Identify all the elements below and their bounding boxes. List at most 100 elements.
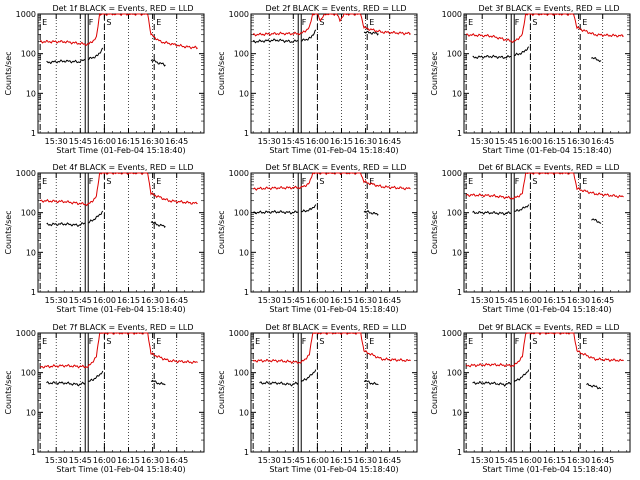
y-tick-label: 100 — [234, 50, 249, 59]
y-axis-label: Counts/sec — [4, 370, 13, 414]
x-tick-label: 16:30 — [567, 456, 590, 465]
x-axis-label: Start Time (01-Feb-04 15:18:40) — [482, 465, 611, 474]
x-tick-label: 15:45 — [495, 296, 518, 305]
marker-e-label: E — [156, 18, 161, 27]
x-tick-label: 16:00 — [519, 296, 542, 305]
y-tick-label: 10 — [239, 248, 249, 257]
events-series-segment — [252, 38, 299, 44]
x-tick-label: 16:30 — [141, 456, 164, 465]
events-series-segment — [586, 382, 602, 390]
x-tick-label: 16:30 — [567, 137, 590, 146]
y-tick-label: 1000 — [442, 329, 462, 338]
panel-det-2: Det 2f BLACK = Events, RED = LLD Counts/s… — [217, 4, 418, 155]
x-axis-label: Start Time (01-Feb-04 15:18:40) — [269, 305, 398, 314]
y-tick-label: 1000 — [16, 169, 36, 178]
panel-title: Det 4f BLACK = Events, RED = LLD — [52, 163, 193, 172]
x-tick-label: 16:15 — [117, 456, 140, 465]
y-tick-label: 1 — [31, 129, 36, 138]
y-tick-label: 1000 — [442, 169, 462, 178]
lld-series-segment — [465, 13, 624, 44]
x-axis-label: Start Time (01-Feb-04 15:18:40) — [56, 146, 185, 155]
x-tick-label: 15:30 — [258, 137, 281, 146]
events-series-segment — [150, 379, 166, 386]
x-tick-label: 16:45 — [165, 456, 188, 465]
lld-series-segment — [39, 172, 198, 207]
y-tick-label: 1 — [457, 448, 462, 457]
marker-e-label: E — [369, 177, 374, 186]
x-tick-label: 16:30 — [354, 137, 377, 146]
marker-s-label: S — [106, 18, 111, 27]
lld-series-segment — [252, 332, 411, 364]
x-tick-label: 16:15 — [330, 137, 353, 146]
lld-series-segment — [253, 172, 411, 191]
x-tick-label: 15:30 — [471, 456, 494, 465]
x-axis-label: Start Time (01-Feb-04 15:18:40) — [269, 465, 398, 474]
y-tick-label: 10 — [452, 248, 462, 257]
x-tick-label: 16:00 — [93, 296, 116, 305]
y-tick-label: 100 — [21, 50, 36, 59]
y-tick-label: 1 — [244, 448, 249, 457]
panel-det-1: Det 1f BLACK = Events, RED = LLD Counts/s… — [4, 4, 205, 155]
panel-title: Det 1f BLACK = Events, RED = LLD — [52, 4, 193, 13]
marker-e-label: E — [255, 337, 260, 346]
panel-title: Det 6f BLACK = Events, RED = LLD — [478, 163, 619, 172]
x-tick-label: 16:00 — [519, 456, 542, 465]
panel-title: Det 8f BLACK = Events, RED = LLD — [265, 323, 406, 332]
marker-e-label: E — [42, 337, 47, 346]
y-tick-label: 10 — [26, 248, 36, 257]
marker-f-label: F — [302, 18, 307, 27]
marker-e-label: E — [582, 337, 587, 346]
x-tick-label: 16:15 — [543, 296, 566, 305]
events-series-segment — [472, 54, 512, 60]
y-tick-label: 1000 — [229, 169, 249, 178]
marker-e-label: E — [582, 18, 587, 27]
x-axis-label: Start Time (01-Feb-04 15:18:40) — [482, 305, 611, 314]
y-tick-label: 1 — [31, 448, 36, 457]
marker-s-label: S — [319, 18, 324, 27]
x-tick-label: 16:30 — [567, 296, 590, 305]
marker-s-label: S — [319, 337, 324, 346]
x-tick-label: 16:15 — [543, 456, 566, 465]
panel-title: Det 3f BLACK = Events, RED = LLD — [478, 4, 619, 13]
events-series-segment — [46, 222, 86, 228]
x-tick-label: 16:30 — [141, 137, 164, 146]
x-tick-label: 16:00 — [306, 296, 329, 305]
y-tick-label: 1 — [31, 288, 36, 297]
marker-f-label: F — [515, 18, 520, 27]
x-tick-label: 15:45 — [69, 456, 92, 465]
x-tick-label: 16:45 — [591, 296, 614, 305]
events-series-segment — [363, 379, 379, 386]
events-series-segment — [87, 47, 104, 61]
plot-frame — [463, 13, 631, 134]
y-tick-label: 10 — [452, 89, 462, 98]
y-tick-label: 1000 — [16, 329, 36, 338]
y-axis-label: Counts/sec — [217, 370, 226, 414]
marker-s-label: S — [106, 177, 111, 186]
x-tick-label: 15:30 — [45, 296, 68, 305]
x-tick-label: 16:00 — [519, 137, 542, 146]
y-tick-label: 1000 — [229, 10, 249, 19]
events-series-segment — [472, 210, 512, 216]
y-axis-label: Counts/sec — [430, 370, 439, 414]
events-series-segment — [363, 209, 379, 216]
marker-f-label: F — [515, 177, 520, 186]
plot-frame — [463, 332, 631, 453]
events-series-segment — [88, 370, 104, 382]
y-tick-label: 10 — [239, 408, 249, 417]
x-tick-label: 15:30 — [45, 456, 68, 465]
y-tick-label: 1 — [244, 288, 249, 297]
y-tick-label: 100 — [234, 209, 249, 218]
plot-frame — [37, 332, 205, 453]
events-series-segment — [150, 221, 166, 229]
events-series-segment — [88, 210, 104, 224]
x-axis-label: Start Time (01-Feb-04 15:18:40) — [269, 146, 398, 155]
x-tick-label: 15:45 — [69, 296, 92, 305]
x-tick-label: 16:00 — [93, 137, 116, 146]
marker-s-label: S — [532, 177, 537, 186]
x-tick-label: 15:30 — [471, 137, 494, 146]
x-tick-label: 15:30 — [258, 456, 281, 465]
lld-series-segment — [39, 332, 198, 369]
x-tick-label: 16:45 — [165, 137, 188, 146]
plot-frame — [250, 13, 418, 134]
